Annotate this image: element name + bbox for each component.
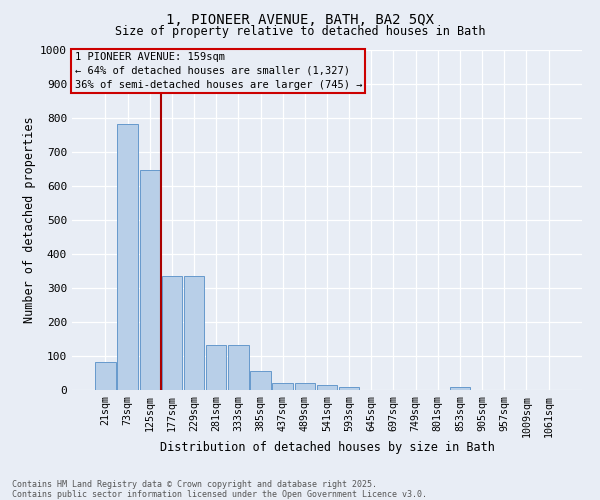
Bar bbox=[272, 382, 293, 390]
Text: 1, PIONEER AVENUE, BATH, BA2 5QX: 1, PIONEER AVENUE, BATH, BA2 5QX bbox=[166, 12, 434, 26]
Bar bbox=[450, 386, 470, 390]
Bar bbox=[161, 276, 182, 390]
Text: Size of property relative to detached houses in Bath: Size of property relative to detached ho… bbox=[115, 25, 485, 38]
Bar bbox=[317, 385, 337, 390]
Bar bbox=[339, 386, 359, 390]
Bar bbox=[250, 370, 271, 390]
Bar bbox=[228, 345, 248, 390]
Bar bbox=[206, 345, 226, 390]
Text: 1 PIONEER AVENUE: 159sqm
← 64% of detached houses are smaller (1,327)
36% of sem: 1 PIONEER AVENUE: 159sqm ← 64% of detach… bbox=[74, 52, 362, 90]
Bar bbox=[295, 383, 315, 390]
Y-axis label: Number of detached properties: Number of detached properties bbox=[23, 116, 36, 324]
X-axis label: Distribution of detached houses by size in Bath: Distribution of detached houses by size … bbox=[160, 441, 494, 454]
Text: Contains HM Land Registry data © Crown copyright and database right 2025.
Contai: Contains HM Land Registry data © Crown c… bbox=[12, 480, 427, 499]
Bar bbox=[95, 362, 116, 390]
Bar bbox=[140, 170, 160, 390]
Bar bbox=[118, 124, 138, 390]
Bar bbox=[184, 276, 204, 390]
